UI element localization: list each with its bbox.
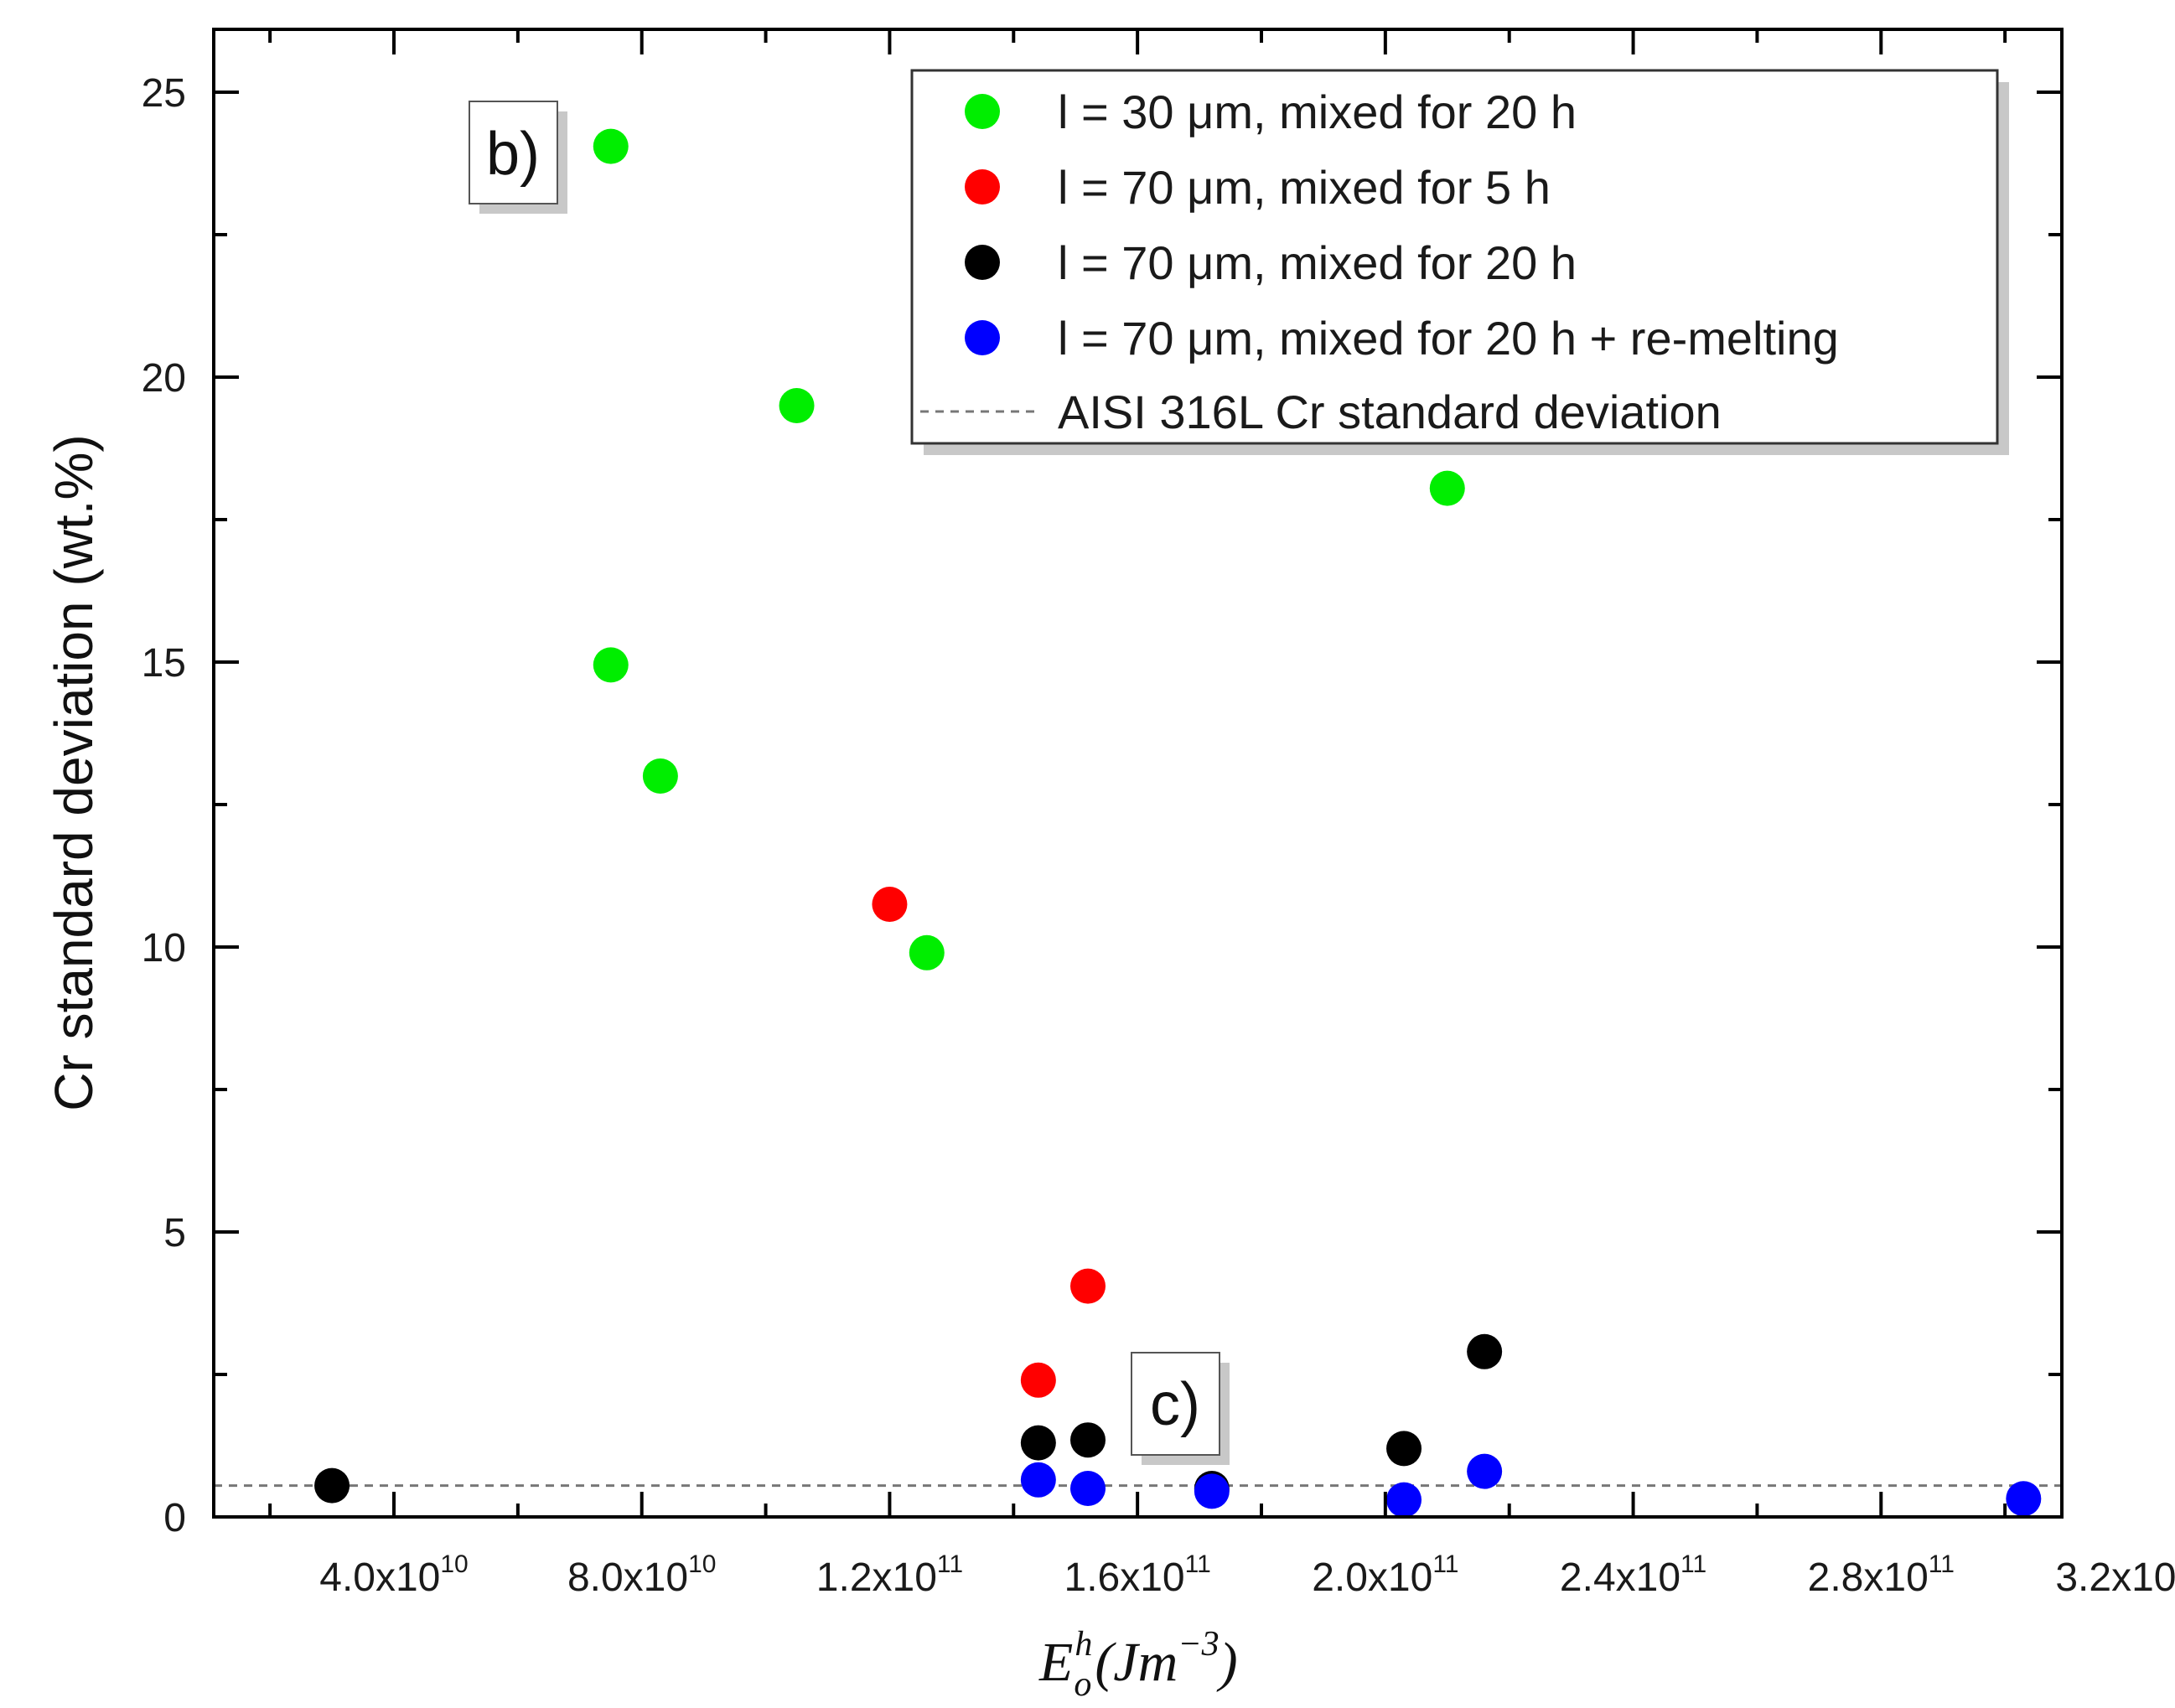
- data-point-series-2: [1020, 1362, 1056, 1398]
- data-point-series-1: [642, 758, 678, 794]
- panel-label-c-text: c): [1150, 1371, 1200, 1438]
- y-tick-label: 25: [142, 71, 186, 116]
- panel-label-b: b): [469, 101, 567, 214]
- data-point-series-4: [1070, 1471, 1106, 1506]
- x-tick-label: 4.0x1010: [319, 1550, 469, 1600]
- legend: l = 30 μm, mixed for 20 h l = 70 μm, mixe…: [910, 69, 2009, 455]
- data-point-series-1: [593, 647, 629, 683]
- data-point-series-3: [1020, 1425, 1056, 1461]
- legend-marker: [965, 245, 1000, 280]
- data-point-series-4: [1194, 1473, 1230, 1509]
- x-axis-title-base: E: [1038, 1632, 1073, 1693]
- x-axis-title: Eh o(Jm−3): [1038, 1625, 1238, 1704]
- data-point-series-4: [1386, 1482, 1422, 1518]
- y-tick-label: 0: [163, 1496, 186, 1540]
- y-axis-title: Cr standard deviation (wt.%): [44, 434, 104, 1110]
- x-tick-label: 1.6x1011: [1064, 1550, 1211, 1600]
- x-tick-label: 2.4x1011: [1560, 1550, 1706, 1600]
- x-tick-label: 2.8x1011: [1808, 1550, 1955, 1600]
- y-tick-label: 5: [163, 1211, 186, 1255]
- x-tick-label: 3.2x1011: [2055, 1550, 2175, 1600]
- data-point-series-4: [1467, 1453, 1503, 1489]
- x-axis-title-units-close: ): [1216, 1632, 1238, 1693]
- data-point-series-1: [909, 934, 945, 970]
- data-point-series-1: [593, 128, 629, 164]
- legend-items: l = 30 μm, mixed for 20 h l = 70 μm, mixe…: [920, 85, 1839, 438]
- data-point-series-1: [779, 388, 815, 423]
- data-point-series-4: [1020, 1462, 1056, 1498]
- axis-ticks: [214, 29, 2062, 1519]
- legend-marker: [965, 169, 1000, 204]
- data-point-series-4: [2006, 1481, 2042, 1517]
- data-point-series-3: [1386, 1431, 1422, 1467]
- x-axis-title-units-exp: −3: [1178, 1625, 1219, 1664]
- panel-label-b-text: b): [486, 121, 540, 188]
- x-tick-label: 2.0x1011: [1312, 1550, 1458, 1600]
- legend-label-reference: AISI 316L Cr standard deviation: [1058, 386, 1722, 438]
- data-point-series-2: [1070, 1268, 1106, 1304]
- legend-marker: [965, 94, 1000, 129]
- data-point-series-3: [1467, 1333, 1503, 1369]
- data-point-series-3: [314, 1467, 350, 1504]
- data-point-series-3: [1070, 1422, 1106, 1458]
- tick-labels: 0 5 10 15 20 25 4.0x1010 8.0x1010 1.2x1011 1.6x10…: [142, 71, 2175, 1600]
- data-point-series-1: [1429, 470, 1465, 506]
- legend-label: l = 70 μm, mixed for 20 h: [1058, 236, 1577, 289]
- x-tick-label: 1.2x1011: [816, 1550, 963, 1600]
- x-axis-title-units: (Jm: [1095, 1632, 1178, 1693]
- y-tick-label: 10: [142, 926, 186, 970]
- panel-label-c: c): [1131, 1352, 1230, 1465]
- data-point-series-2: [872, 887, 908, 922]
- legend-label: l = 70 μm, mixed for 20 h + re-melting: [1058, 312, 1839, 365]
- x-axis-title-sub: o: [1074, 1665, 1091, 1704]
- x-tick-label: 8.0x1010: [567, 1550, 717, 1600]
- y-tick-label: 15: [142, 641, 186, 686]
- y-tick-label: 20: [142, 356, 186, 401]
- x-axis-title-sup: h: [1075, 1625, 1092, 1664]
- legend-marker: [965, 320, 1000, 355]
- data-points: [314, 128, 2042, 1518]
- legend-label: l = 30 μm, mixed for 20 h: [1058, 85, 1577, 138]
- legend-label: l = 70 μm, mixed for 5 h: [1058, 161, 1551, 214]
